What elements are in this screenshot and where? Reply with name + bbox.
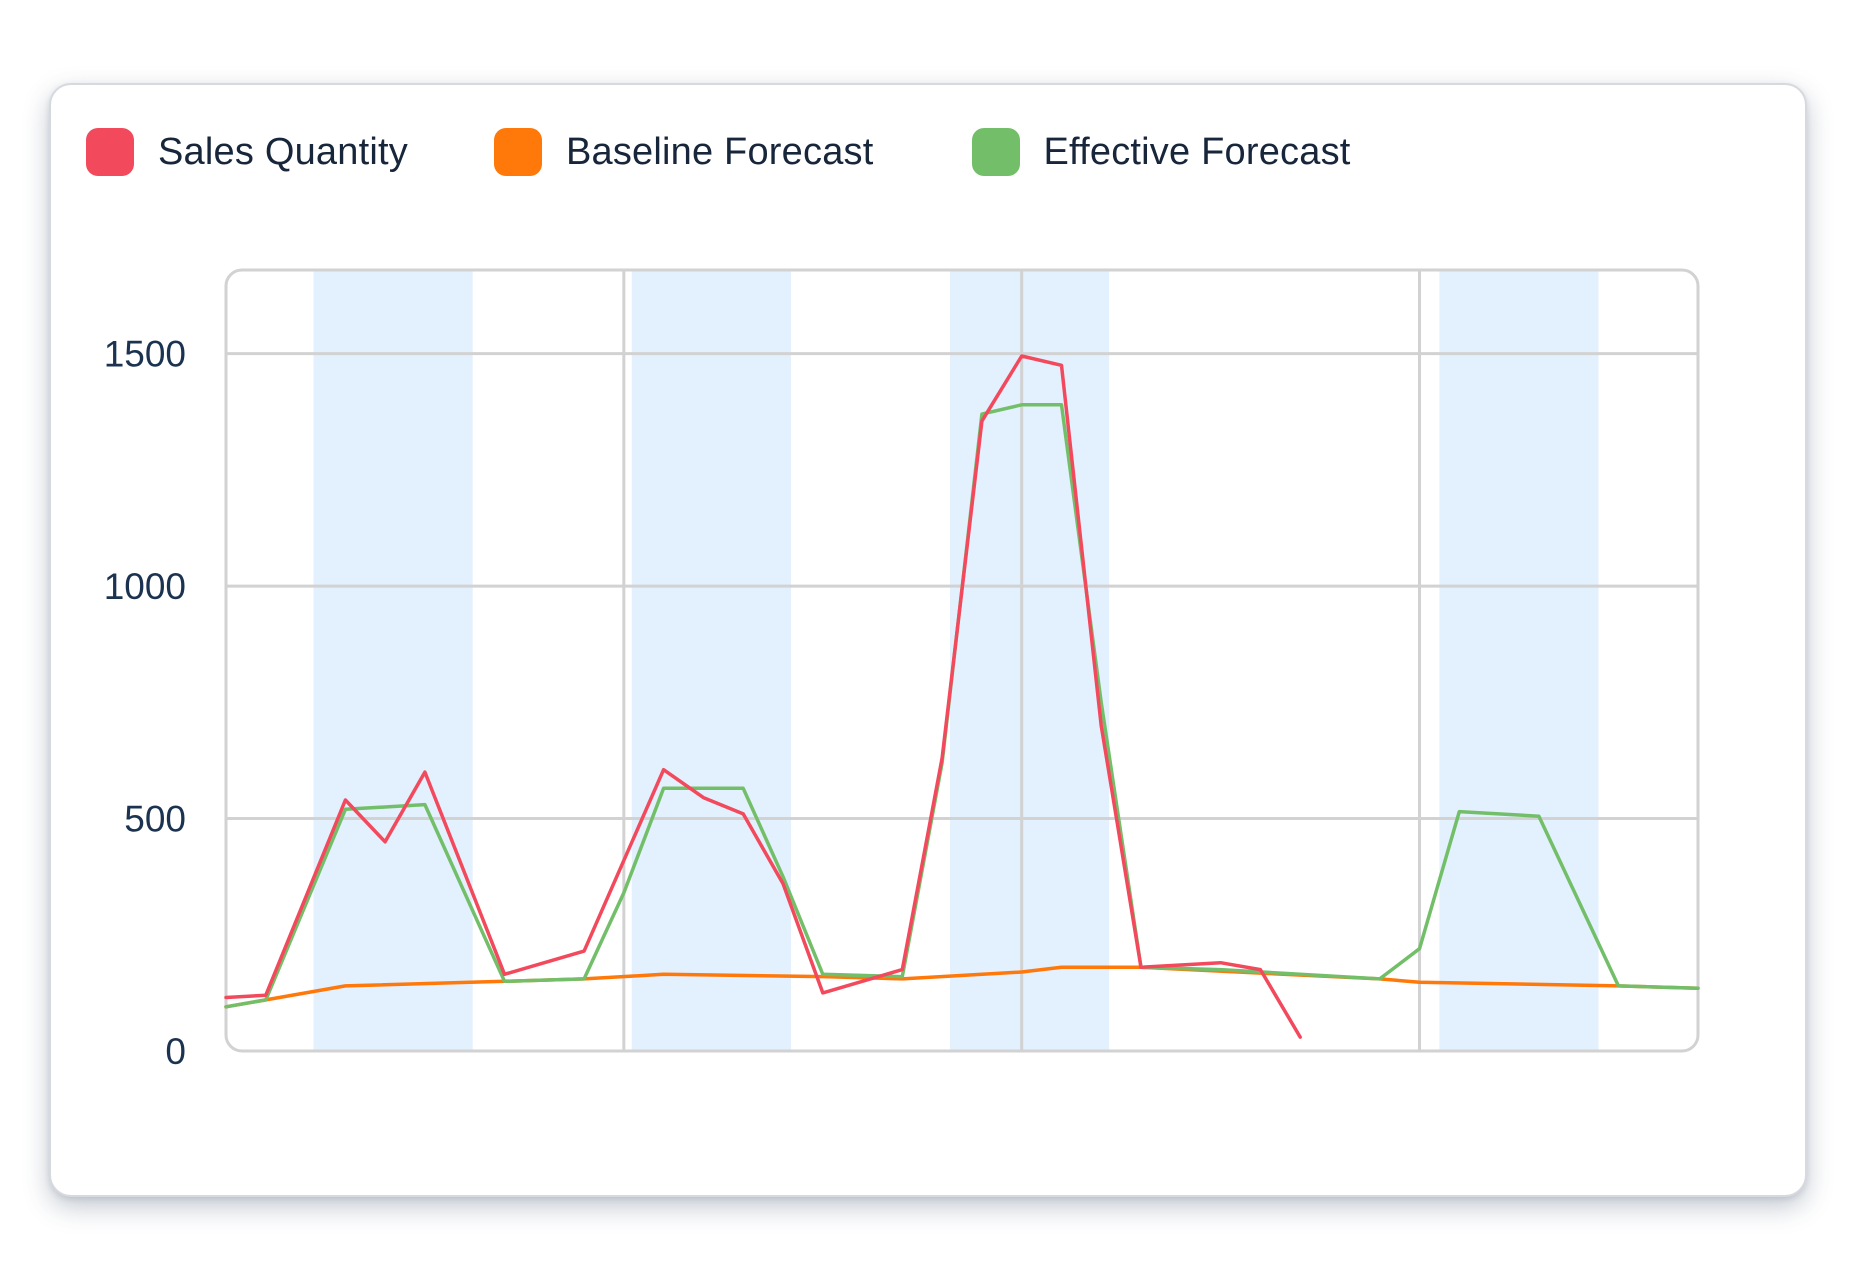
shaded-band-1 xyxy=(313,270,473,1051)
legend-item-baseline-forecast[interactable]: Baseline Forecast xyxy=(493,124,874,180)
legend-label-baseline-forecast: Baseline Forecast xyxy=(565,130,874,173)
shaded-band-4 xyxy=(1439,270,1599,1051)
y-axis-ticks: 0 500 1000 1500 xyxy=(104,334,186,1072)
series-line-sales-quantity xyxy=(224,354,1302,1039)
legend-swatch-sales-quantity xyxy=(86,128,134,176)
series-line-baseline-forecast xyxy=(224,965,1700,1009)
gridlines xyxy=(226,270,1698,1051)
chart-legend: Sales Quantity Baseline Forecast Effecti… xyxy=(86,124,1351,180)
legend-swatch-effective-forecast xyxy=(971,128,1020,176)
y-tick-label-500: 500 xyxy=(124,799,186,840)
legend-label-sales-quantity: Sales Quantity xyxy=(158,130,408,173)
shaded-band-2 xyxy=(631,270,791,1051)
shaded-bands xyxy=(313,270,1599,1051)
y-tick-label-1500: 1500 xyxy=(104,334,186,375)
legend-swatch-baseline-forecast xyxy=(493,128,542,176)
legend-item-sales-quantity[interactable]: Sales Quantity xyxy=(86,124,408,180)
y-tick-label-0: 0 xyxy=(165,1031,186,1072)
y-tick-label-1000: 1000 xyxy=(104,566,186,607)
plot-border xyxy=(224,268,1700,1053)
legend-label-effective-forecast: Effective Forecast xyxy=(1043,130,1351,173)
shaded-band-3 xyxy=(950,270,1110,1051)
legend-item-effective-forecast[interactable]: Effective Forecast xyxy=(971,124,1351,180)
plot-frame xyxy=(224,268,1700,1053)
series-lines[interactable] xyxy=(224,354,1700,1039)
